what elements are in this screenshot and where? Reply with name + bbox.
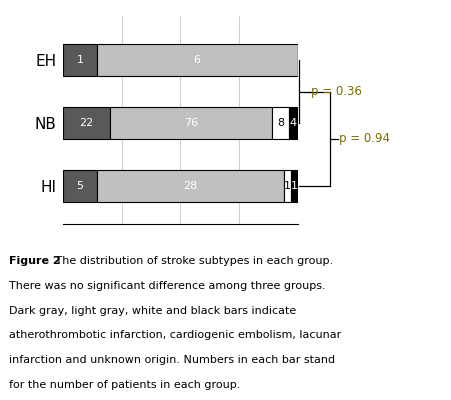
Text: atherothrombotic infarction, cardiogenic embolism, lacunar: atherothrombotic infarction, cardiogenic… [9, 330, 341, 340]
Text: 28: 28 [183, 181, 198, 191]
Text: infarction and unknown origin. Numbers in each bar stand: infarction and unknown origin. Numbers i… [9, 355, 335, 365]
Bar [284, 170, 291, 202]
Text: 22: 22 [79, 118, 94, 128]
Bar [289, 107, 298, 139]
Text: 4: 4 [290, 118, 297, 128]
Text: Dark gray, light gray, white and black bars indicate: Dark gray, light gray, white and black b… [9, 306, 296, 316]
Text: 76: 76 [184, 118, 198, 128]
Text: 1: 1 [284, 181, 291, 191]
Bar [63, 107, 110, 139]
Text: 1: 1 [76, 55, 83, 65]
Bar [272, 107, 289, 139]
Text: 8: 8 [277, 118, 284, 128]
Text: p = 0.36: p = 0.36 [311, 85, 362, 98]
Text: Figure 2: Figure 2 [9, 256, 60, 266]
Bar [97, 44, 298, 76]
Text: 6: 6 [193, 55, 201, 65]
Text: p = 0.94: p = 0.94 [340, 132, 391, 146]
Text: The distribution of stroke subtypes in each group.: The distribution of stroke subtypes in e… [52, 256, 333, 266]
Bar [97, 170, 284, 202]
Text: for the number of patients in each group.: for the number of patients in each group… [9, 380, 240, 390]
Text: 1: 1 [291, 181, 298, 191]
Text: 5: 5 [76, 181, 83, 191]
Bar [291, 170, 298, 202]
Bar [63, 44, 97, 76]
Text: There was no significant difference among three groups.: There was no significant difference amon… [9, 281, 326, 291]
Bar [110, 107, 272, 139]
Bar [63, 170, 97, 202]
